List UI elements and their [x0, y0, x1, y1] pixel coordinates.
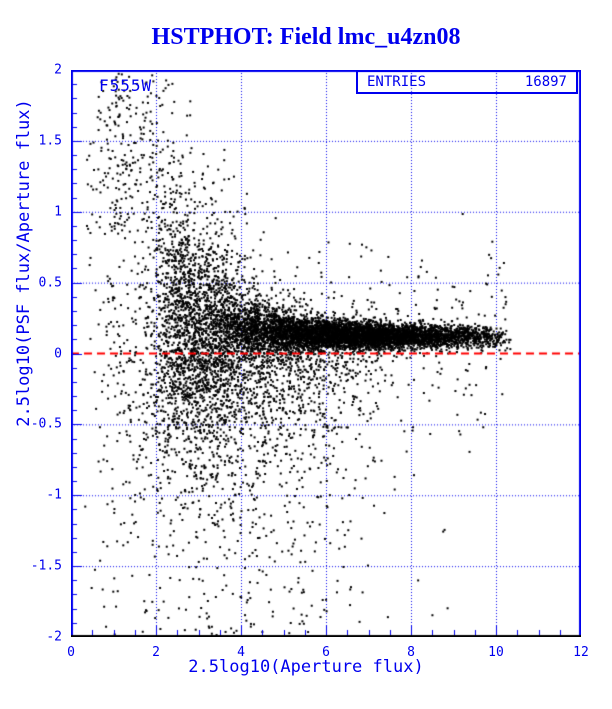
filter-label: F555W — [99, 76, 153, 95]
y-tick-label: -0.5 — [30, 416, 62, 432]
entries-label: ENTRIES — [367, 74, 427, 90]
x-tick-label: 0 — [67, 645, 75, 660]
x-tick-label: 6 — [322, 645, 330, 660]
y-tick-label: -2 — [46, 629, 62, 645]
y-tick-label: 0.5 — [38, 275, 62, 291]
y-tick-label: 2 — [54, 62, 62, 78]
y-tick-label: 1.5 — [38, 133, 62, 149]
y-tick-label: 1 — [54, 204, 62, 220]
y-tick-label: -1 — [46, 487, 62, 503]
scatter-plot-canvas — [71, 70, 581, 637]
x-axis-title: 2.5log10(Aperture flux) — [188, 657, 424, 677]
entries-value: 16897 — [524, 74, 567, 90]
entries-stat-box: ENTRIES 16897 — [356, 70, 578, 94]
x-tick-label: 8 — [407, 645, 415, 660]
page-title: HSTPHOT: Field lmc_u4zn08 — [151, 24, 461, 50]
x-tick-label: 10 — [488, 645, 504, 660]
x-tick-label: 4 — [237, 645, 245, 660]
y-tick-label: 0 — [54, 346, 62, 361]
x-tick-label: 2 — [152, 645, 160, 660]
x-tick-label: 12 — [573, 645, 589, 660]
y-tick-label: -1.5 — [30, 558, 62, 574]
